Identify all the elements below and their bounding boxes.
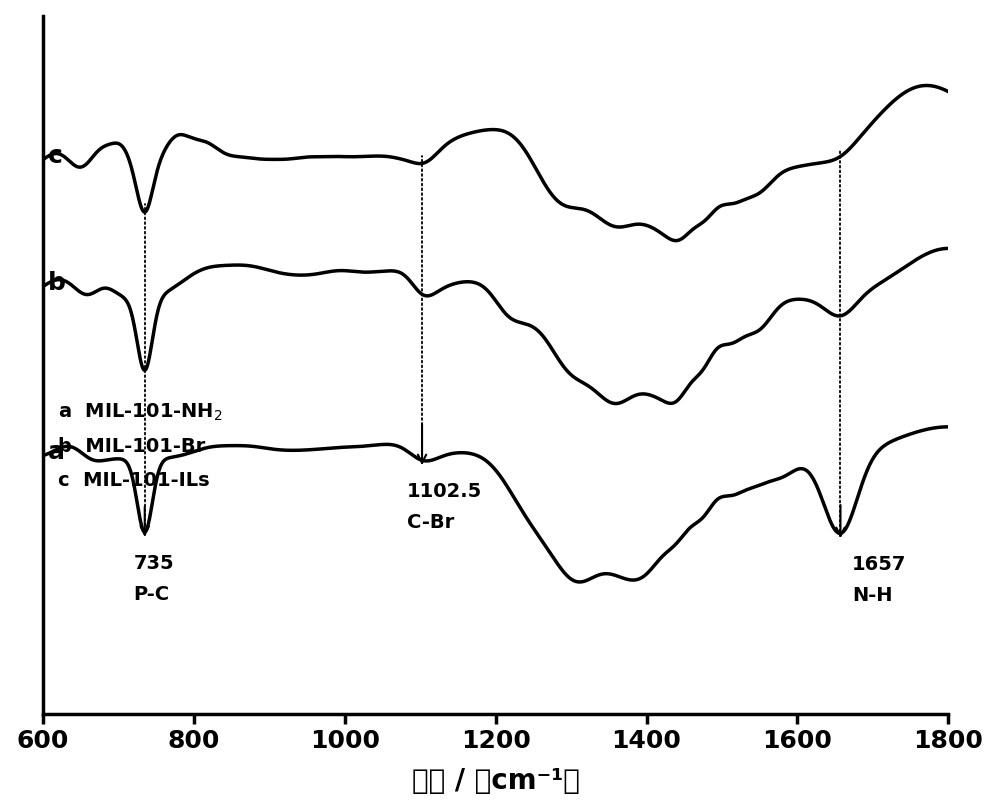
Text: P-C: P-C	[133, 584, 170, 603]
Text: N-H: N-H	[852, 586, 892, 604]
Text: c  MIL-101-ILs: c MIL-101-ILs	[58, 470, 210, 490]
Text: b  MIL-101-Br: b MIL-101-Br	[58, 436, 205, 456]
Text: b: b	[48, 271, 66, 294]
Text: a: a	[48, 440, 65, 463]
X-axis label: 波数 / （cm⁻¹）: 波数 / （cm⁻¹）	[412, 766, 580, 794]
Text: 1657: 1657	[852, 554, 906, 573]
Text: 1102.5: 1102.5	[407, 482, 482, 500]
Text: 735: 735	[133, 553, 174, 572]
Text: c: c	[48, 144, 63, 168]
Text: C-Br: C-Br	[407, 513, 454, 531]
Text: a  MIL-101-NH$_2$: a MIL-101-NH$_2$	[58, 401, 222, 423]
